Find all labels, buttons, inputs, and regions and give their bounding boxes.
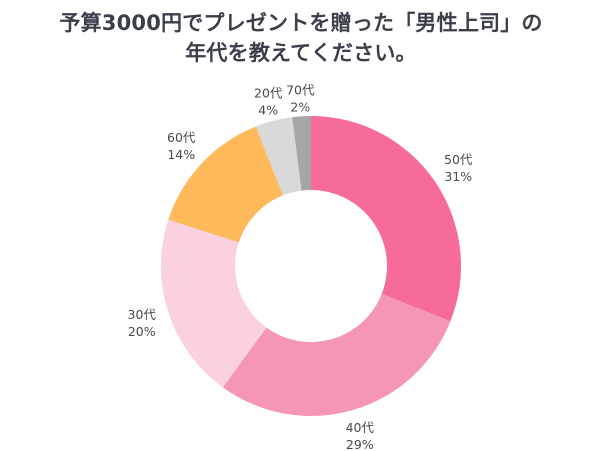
slice-value: 2% [290, 99, 310, 114]
slice-50代 [311, 116, 462, 322]
slice-value: 29% [346, 437, 374, 451]
donut-slices [161, 116, 462, 416]
chart-title: 予算3000円でプレゼントを贈った「男性上司」の 年代を教えてください。 [0, 8, 602, 68]
slice-value: 4% [258, 102, 278, 117]
slice-category: 30代 [128, 307, 157, 322]
chart-title-line-1: 予算3000円でプレゼントを贈った「男性上司」の [59, 11, 543, 35]
chart-title-line-2: 年代を教えてください。 [185, 41, 417, 65]
slice-category: 50代 [444, 152, 473, 167]
slice-value: 31% [444, 169, 472, 184]
slice-value: 14% [167, 147, 195, 162]
slice-70代 [292, 116, 311, 191]
slice-60代 [168, 126, 284, 243]
donut-labels: 50代 31%40代 29%30代 20%60代 14%20代 4%70代 2% [128, 82, 473, 451]
slice-label-70代: 70代 2% [286, 82, 315, 114]
slice-40代 [222, 293, 451, 416]
slice-label-30代: 30代 20% [128, 307, 157, 339]
slice-30代 [161, 219, 267, 388]
slice-label-40代: 40代 29% [346, 420, 375, 451]
slice-label-20代: 20代 4% [254, 85, 283, 117]
slice-label-60代: 60代 14% [167, 130, 196, 162]
slice-category: 70代 [286, 82, 315, 97]
slice-20代 [255, 117, 302, 196]
slice-category: 20代 [254, 85, 283, 100]
slice-value: 20% [128, 324, 156, 339]
slice-category: 40代 [346, 420, 375, 435]
slice-category: 60代 [167, 130, 196, 145]
slice-label-50代: 50代 31% [444, 152, 473, 184]
